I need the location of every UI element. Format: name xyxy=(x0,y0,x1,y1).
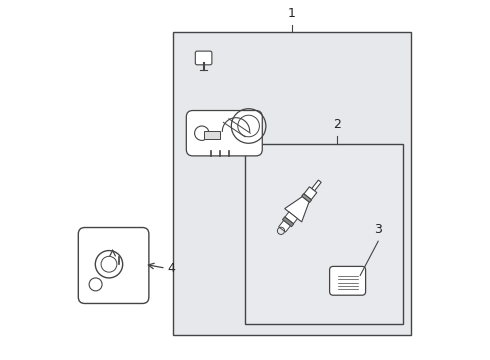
FancyBboxPatch shape xyxy=(196,51,212,65)
Polygon shape xyxy=(285,212,297,224)
Text: 2: 2 xyxy=(333,118,341,131)
FancyBboxPatch shape xyxy=(186,111,262,156)
Polygon shape xyxy=(304,187,317,200)
Bar xyxy=(245,144,403,324)
FancyBboxPatch shape xyxy=(78,228,149,303)
Polygon shape xyxy=(302,194,312,202)
Polygon shape xyxy=(312,180,321,191)
Bar xyxy=(173,32,411,335)
Polygon shape xyxy=(279,221,291,232)
FancyBboxPatch shape xyxy=(330,266,366,295)
Text: 3: 3 xyxy=(374,223,382,236)
Text: 4: 4 xyxy=(168,262,175,275)
Polygon shape xyxy=(282,217,294,227)
Bar xyxy=(204,131,220,139)
Polygon shape xyxy=(285,197,309,222)
Text: 1: 1 xyxy=(288,7,296,20)
